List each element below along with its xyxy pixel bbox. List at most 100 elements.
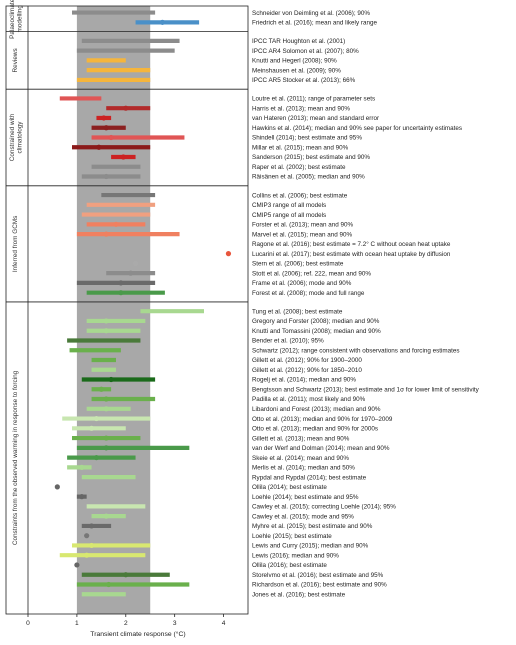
estimate-point	[88, 523, 95, 529]
estimate-point	[93, 454, 100, 461]
study-label: Shindell (2014); best estimate and 95%	[252, 135, 362, 142]
estimate-point	[113, 221, 119, 227]
study-label: van der Werf and Dolman (2014); mean and…	[252, 445, 390, 452]
study-label: Bengtsson and Schwartz (2013); best esti…	[252, 386, 480, 393]
study-label: Loehle (2015); best estimate	[252, 533, 332, 540]
estimate-point	[74, 562, 80, 568]
study-label: Gillett et al. (2012); 90% for 1900–2000	[252, 357, 362, 364]
study-label: Lewis and Curry (2015); median and 90%	[252, 543, 369, 550]
x-tick-label: 4	[222, 620, 226, 627]
plot-frame	[5, 5, 249, 615]
study-label: Ragone et al. (2016); best estimate = 7.…	[252, 240, 451, 248]
study-label: Ollila (2016); best estimate	[252, 562, 327, 569]
estimate-point	[88, 425, 95, 431]
study-label: Gillett et al. (2012); 90% for 1850–2010	[252, 367, 362, 374]
study-label: van Hateren (2013); mean and standard er…	[252, 115, 379, 122]
x-tick-label: 3	[173, 620, 177, 627]
study-label: Stott et al. (2006); ref. 222, mean and …	[252, 270, 371, 277]
study-label: Marvel et al. (2015); mean and 90%	[252, 231, 353, 238]
group-label-line: Reviews	[12, 48, 19, 72]
estimate-point	[54, 484, 60, 490]
study-label: Tung et al. (2008); best estimate	[252, 308, 343, 315]
study-label: Harris et al. (2013); mean and 90%	[252, 105, 350, 112]
estimate-point	[128, 270, 134, 276]
x-tick-label: 1	[75, 620, 79, 627]
study-label: Schneider von Deimling et al. (2006); 90…	[252, 10, 370, 17]
estimate-point	[103, 513, 109, 519]
study-label: Padilla et al. (2011); most likely and 9…	[252, 396, 366, 403]
group-label: Palaeoclimatemodelling	[9, 0, 24, 39]
estimate-point	[103, 435, 109, 441]
estimate-point	[108, 134, 114, 141]
study-label: Richardson et al. (2016); best estimate …	[252, 582, 387, 589]
study-label: Frame et al. (2006); mode and 90%	[252, 280, 352, 287]
study-label: Otto et al. (2013); median and 90% for 1…	[252, 416, 393, 423]
study-label: Otto et al. (2013); median and 90% for 2…	[252, 426, 378, 433]
estimate-point	[106, 581, 112, 588]
study-label: Meinshausen et al. (2009); 90%	[252, 67, 341, 74]
study-label: Rypdal and Rypdal (2014); best estimate	[252, 474, 367, 481]
estimate-point	[103, 406, 109, 412]
study-label: Lewis (2016); median and 90%	[252, 552, 339, 559]
estimate-point	[96, 144, 102, 150]
estimate-point	[84, 533, 90, 539]
estimate-point	[98, 386, 104, 392]
study-label: Myhre et al. (2015); best estimate and 9…	[252, 523, 373, 530]
study-label: CMIP3 range of all models	[252, 202, 326, 209]
estimate-point	[103, 445, 109, 451]
estimate-point	[103, 173, 109, 180]
study-label: Sanderson (2015); best estimate and 90%	[252, 154, 370, 161]
estimate-point	[103, 396, 109, 402]
estimate-point	[108, 376, 114, 383]
estimate-point	[103, 318, 109, 324]
x-tick-label: 0	[26, 620, 30, 627]
estimate-point	[79, 464, 85, 470]
estimate-point	[103, 328, 109, 334]
study-label: Knutti and Tomassini (2008); median and …	[252, 328, 381, 335]
group-label: Constrained withclimatology	[9, 113, 24, 161]
study-label: Jones et al. (2016); best estimate	[252, 591, 346, 598]
estimate-point	[159, 19, 166, 25]
study-label: Friedrich et al. (2016); mean and likely…	[252, 20, 377, 27]
group-label-line: Inferred from GCMs	[12, 216, 19, 272]
group-label-line: modelling	[17, 5, 24, 33]
x-axis-label: Transient climate response (°C)	[90, 630, 185, 638]
study-label: Raper et al. (2002); best estimate	[252, 164, 346, 171]
estimate-point	[118, 280, 124, 286]
study-label: Gillett et al. (2013); mean and 90%	[252, 435, 350, 442]
study-label: Cawley et al. (2015); correcting Loehle …	[252, 504, 396, 511]
estimate-point	[103, 125, 109, 131]
estimate-point	[120, 154, 126, 160]
study-label: Merlis et al. (2014); median and 50%	[252, 465, 355, 472]
study-label: Knutti and Hegerl (2008); 90%	[252, 58, 337, 65]
study-label: Rogelj et al. (2014); median and 90%	[252, 377, 356, 384]
study-label: Gregory and Forster (2008); median and 9…	[252, 318, 380, 325]
study-label: IPCC AR4 Solomon et al. (2007); 80%	[252, 48, 359, 55]
study-label: Forest et al. (2008); mode and full rang…	[252, 290, 365, 297]
study-label: Loehle (2014); best estimate and 95%	[252, 494, 359, 501]
study-label: Räisänen et al. (2005); median and 90%	[252, 174, 365, 181]
study-label: Libardoni and Forest (2013); median and …	[252, 406, 381, 413]
study-label: Schwartz (2012); range consistent with o…	[252, 347, 460, 354]
study-label: IPCC AR5 Stocker et al. (2013); 66%	[252, 77, 356, 84]
study-label: Hawkins et al. (2014); median and 90% se…	[252, 125, 462, 132]
estimate-point	[123, 105, 129, 111]
estimate-point	[84, 552, 90, 558]
study-label: Bender et al. (2010); 95%	[252, 338, 324, 345]
group-label: Reviews	[12, 48, 19, 72]
study-label: Collins et al. (2006); best estimate	[252, 192, 348, 199]
x-tick-label: 2	[124, 620, 128, 627]
study-label: Cawley et al. (2015); mode and 95%	[252, 513, 354, 520]
study-label: Storelvmo et al. (2016); best estimate a…	[252, 572, 384, 579]
study-label: Ollila (2014); best estimate	[252, 484, 327, 491]
estimate-point	[132, 260, 139, 266]
group-label-line: Constraints from the observed warming in…	[12, 370, 19, 545]
group-label-line: Palaeoclimate	[9, 0, 16, 39]
study-label: Lucarini et al. (2017); best estimate wi…	[252, 251, 451, 258]
group-label-line: Constrained with	[9, 113, 16, 161]
study-label: Skeie et al. (2014); mean and 90%	[252, 455, 349, 462]
estimate-point	[225, 251, 232, 257]
study-label: Loutre et al. (2011); range of parameter…	[252, 96, 375, 103]
